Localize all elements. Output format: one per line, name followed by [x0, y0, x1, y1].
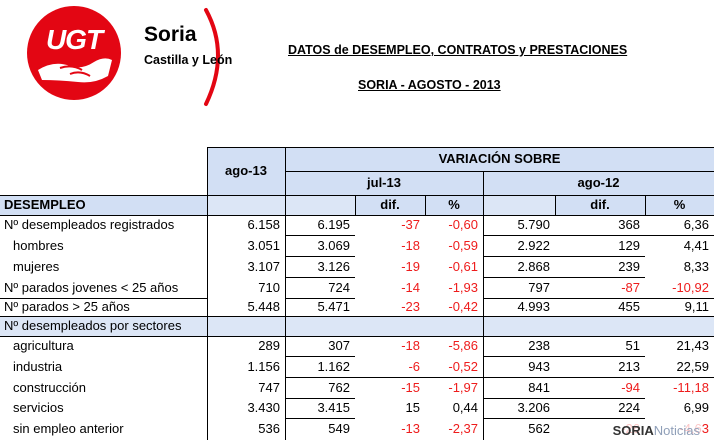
cell-jp: -0,59 [448, 238, 478, 253]
cell-jul: 3.415 [317, 400, 350, 415]
cell-v: 747 [258, 380, 280, 395]
cell-jp: -0,42 [448, 299, 478, 314]
cell-ad: 51 [625, 338, 640, 353]
cell-ad: 368 [618, 217, 640, 232]
cell-ago: 4.993 [517, 299, 550, 314]
header-jul-13: jul-13 [285, 171, 483, 195]
cell-ad: 455 [618, 299, 640, 314]
cell-jd: -6 [408, 359, 420, 374]
cell-v: 1.156 [247, 359, 280, 374]
cell-v: 536 [258, 421, 280, 436]
cell-jd: -15 [401, 380, 420, 395]
cell-jd: -23 [401, 299, 420, 314]
row-label: mujeres [13, 259, 60, 274]
ugt-logo: UGT Soria Castilla y León [20, 4, 233, 110]
cell-jp: -0,52 [448, 359, 478, 374]
cell-ad: 224 [618, 400, 640, 415]
header-jul-dif: dif. [355, 195, 425, 215]
cell-ago: 3.206 [517, 400, 550, 415]
cell-ap: 8,33 [683, 259, 709, 274]
cell-ad: 239 [618, 259, 640, 274]
cell-v: 710 [258, 280, 280, 295]
cell-ago: 238 [528, 338, 550, 353]
cell-ad: 129 [618, 238, 640, 253]
cell-ad: 213 [618, 359, 640, 374]
logo-city: Soria [144, 23, 197, 46]
row-label: Nº desempleados registrados [4, 217, 175, 232]
cell-jd: -14 [401, 280, 420, 295]
row-label: construcción [13, 380, 86, 395]
cell-jd: -18 [401, 338, 420, 353]
logo-region: Castilla y León [144, 53, 233, 67]
cell-jp: -2,37 [448, 421, 478, 436]
cell-jd: -13 [401, 421, 420, 436]
cell-jul: 307 [328, 338, 350, 353]
section-desempleo: DESEMPLEO [0, 195, 207, 215]
row-label: sin empleo anterior [13, 421, 124, 436]
cell-jp: -1,93 [448, 280, 478, 295]
cell-jul: 5.471 [317, 299, 350, 314]
cell-ap: -10,92 [672, 280, 709, 295]
cell-jul: 549 [328, 421, 350, 436]
cell-ap: 21,43 [676, 338, 709, 353]
cell-ago: 797 [528, 280, 550, 295]
cell-jul: 724 [328, 280, 350, 295]
cell-ago: 5.790 [517, 217, 550, 232]
cell-jd: -19 [401, 259, 420, 274]
watermark-bold: SORIA [612, 423, 654, 438]
cell-jul: 6.195 [317, 217, 350, 232]
cell-jd: -37 [401, 217, 420, 232]
page-subtitle: SORIA - AGOSTO - 2013 [358, 78, 501, 92]
cell-ap: 9,11 [684, 299, 709, 314]
ugt-emblem-icon [27, 6, 220, 106]
row-label: industria [13, 359, 63, 374]
cell-jp: 0,44 [452, 400, 478, 415]
cell-ago: 2.868 [517, 259, 550, 274]
cell-jp: -5,86 [448, 338, 478, 353]
cell-ap: 6,99 [683, 400, 709, 415]
header-ago-13: ago-13 [207, 147, 285, 196]
cell-ap: 22,59 [676, 359, 709, 374]
header-ago-dif: dif. [555, 195, 645, 215]
cell-v: 3.430 [247, 400, 280, 415]
cell-ap: 4,41 [683, 238, 709, 253]
cell-v: 5.448 [247, 299, 280, 314]
header-variacion: VARIACIÓN SOBRE [285, 147, 714, 171]
cell-jp: -0,61 [448, 259, 478, 274]
cell-ad: -87 [621, 280, 640, 295]
cell-jd: 15 [405, 400, 420, 415]
row-label: Nº parados > 25 años [4, 299, 130, 314]
cell-v: 289 [258, 338, 280, 353]
cell-ap: 6,36 [683, 217, 709, 232]
row-label: Nº parados jovenes < 25 años [4, 280, 179, 295]
cell-v: 3.051 [247, 238, 280, 253]
cell-jul: 1.162 [317, 359, 350, 374]
cell-jp: -1,97 [448, 380, 478, 395]
row-label: agricultura [13, 338, 74, 353]
header-ago-12: ago-12 [483, 171, 714, 195]
cell-jul: 3.069 [317, 238, 350, 253]
watermark: SORIANoticias [610, 423, 702, 438]
cell-ago: 562 [528, 421, 550, 436]
unemployment-table: ago-13 VARIACIÓN SOBRE jul-13 ago-12 DES… [0, 147, 714, 440]
row-label: hombres [13, 238, 64, 253]
cell-jd: -18 [401, 238, 420, 253]
section-sectores: Nº desempleados por sectores [0, 316, 714, 336]
cell-v: 6.158 [247, 217, 280, 232]
cell-ago: 943 [528, 359, 550, 374]
cell-ap: -11,18 [673, 380, 709, 395]
cell-ad: -94 [621, 380, 640, 395]
header-jul-pct: % [425, 195, 483, 215]
header-ago-pct: % [645, 195, 714, 215]
page-title: DATOS de DESEMPLEO, CONTRATOS y PRESTACI… [288, 43, 628, 57]
cell-ago: 2.922 [517, 238, 550, 253]
cell-jul: 3.126 [317, 259, 350, 274]
cell-jp: -0,60 [448, 217, 478, 232]
cell-jul: 762 [328, 380, 350, 395]
cell-v: 3.107 [247, 259, 280, 274]
cell-ago: 841 [528, 380, 550, 395]
row-label: servicios [13, 400, 64, 415]
ugt-letters: UGT [45, 24, 103, 55]
watermark-light: Noticias [653, 423, 700, 438]
